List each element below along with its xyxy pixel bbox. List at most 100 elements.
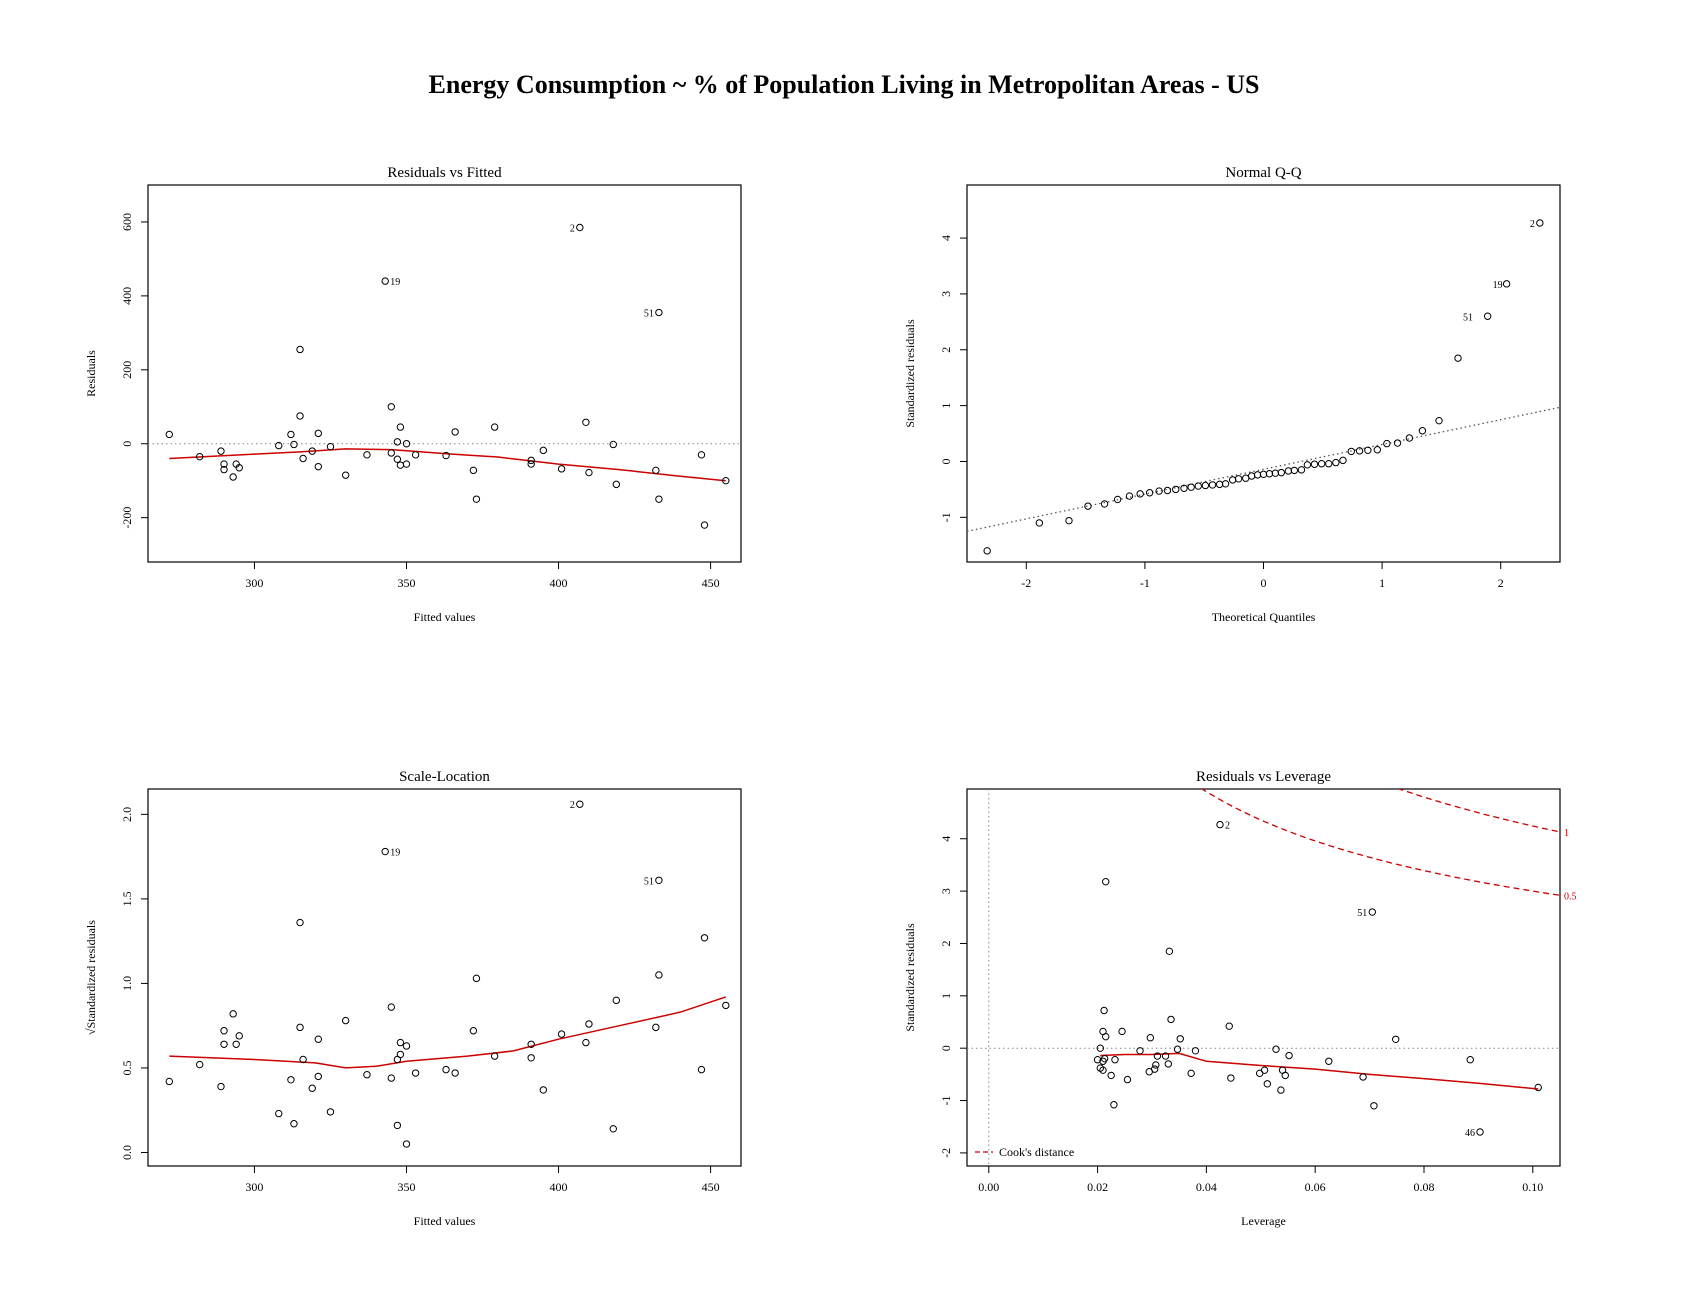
data-point <box>1355 447 1364 455</box>
y-tick-label: 4 <box>939 836 953 842</box>
data-point <box>326 1108 335 1116</box>
data-point <box>1172 485 1180 494</box>
data-point <box>229 1010 237 1018</box>
data-point <box>609 1125 617 1133</box>
x-tick-label: 2 <box>1498 576 1504 590</box>
data-point <box>582 1038 590 1047</box>
point-id-label: 19 <box>390 848 400 859</box>
data-point <box>1118 1027 1126 1036</box>
data-point <box>697 451 706 459</box>
x-axis-label: Theoretical Quantiles <box>1212 610 1316 624</box>
y-tick-label: 1 <box>939 403 953 409</box>
panel-title: Residuals vs Leverage <box>1196 769 1331 785</box>
data-point <box>1136 1047 1144 1055</box>
y-tick-label: 200 <box>120 361 134 379</box>
data-point <box>296 918 304 927</box>
main-title: Energy Consumption ~ % of Population Liv… <box>428 70 1260 99</box>
data-point <box>652 1023 660 1032</box>
data-point <box>308 447 316 455</box>
data-point <box>1285 1051 1293 1060</box>
data-point <box>1187 1069 1195 1078</box>
data-point <box>1111 1056 1119 1064</box>
point-id-label: 51 <box>644 876 654 887</box>
data-point <box>1418 427 1427 435</box>
data-point <box>612 480 621 489</box>
data-point <box>1303 461 1312 469</box>
data-point <box>195 452 204 461</box>
y-tick-label: 4 <box>939 235 953 241</box>
point-id-label: 19 <box>390 277 400 288</box>
data-point <box>539 446 548 455</box>
data-point <box>652 466 660 475</box>
data-point <box>1247 472 1256 480</box>
data-point <box>576 223 584 232</box>
data-point <box>1339 456 1347 465</box>
data-point <box>700 934 709 942</box>
data-point <box>402 1042 411 1050</box>
x-axis-label: Fitted values <box>414 610 476 624</box>
data-point <box>655 971 663 979</box>
data-point <box>396 1050 405 1059</box>
data-point <box>1107 1071 1115 1080</box>
data-point <box>220 1027 228 1035</box>
data-point <box>287 430 295 439</box>
data-point <box>314 1035 322 1043</box>
qq-reference-line <box>967 406 1560 532</box>
y-axis-label: √Standardized residuals <box>84 920 98 1035</box>
data-point <box>1435 416 1443 425</box>
data-point <box>1383 439 1391 448</box>
data-point <box>299 454 307 463</box>
y-tick-label: 0.0 <box>120 1145 134 1160</box>
data-point <box>490 1052 499 1060</box>
data-point <box>585 1020 593 1028</box>
x-tick-label: 400 <box>550 576 568 590</box>
plot-frame <box>147 788 742 1167</box>
data-point <box>1281 1071 1289 1080</box>
x-tick-label: 1 <box>1379 576 1385 590</box>
y-axis-label: Standardized residuals <box>903 923 917 1032</box>
data-point <box>1110 1101 1118 1109</box>
data-point <box>275 441 283 450</box>
y-tick-label: -200 <box>120 507 134 529</box>
data-point <box>396 1038 405 1047</box>
data-point <box>1393 439 1402 447</box>
data-point <box>1483 312 1492 320</box>
smooth-line <box>169 448 726 482</box>
data-point <box>612 996 621 1005</box>
point-id-label: 19 <box>1493 280 1503 291</box>
data-point <box>527 460 535 468</box>
point-id-label: 2 <box>570 800 575 811</box>
data-point <box>1368 908 1377 916</box>
data-point <box>1215 480 1224 489</box>
data-point <box>1228 476 1237 484</box>
data-point <box>472 974 481 983</box>
y-tick-label: 400 <box>120 287 134 305</box>
x-tick-label: 0.00 <box>978 1180 999 1194</box>
y-tick-label: 1.0 <box>120 976 134 991</box>
data-point <box>609 440 617 449</box>
data-point <box>217 1082 225 1091</box>
x-tick-label: 0.04 <box>1196 1180 1217 1194</box>
data-point <box>1370 1102 1378 1110</box>
data-point <box>1180 484 1188 492</box>
data-point <box>396 461 405 469</box>
data-point <box>290 1120 298 1128</box>
data-point <box>1325 1057 1333 1065</box>
legend-label: Cook's distance <box>999 1145 1074 1159</box>
data-point <box>275 1109 283 1118</box>
scale-location-panel: Scale-Location 300 350 400 450 0.0 0.5 1.0 1.5 2.… <box>84 769 742 1228</box>
data-point <box>1161 1052 1170 1060</box>
data-point <box>1201 481 1210 490</box>
data-point <box>585 468 593 477</box>
data-point <box>1536 219 1544 227</box>
data-point <box>1100 1006 1108 1015</box>
data-point <box>1084 502 1092 510</box>
data-point <box>1065 516 1073 525</box>
y-tick-label: 1 <box>939 993 953 999</box>
data-point <box>1102 1032 1110 1041</box>
data-point <box>165 430 173 439</box>
data-point <box>1155 487 1163 495</box>
y-axis-label: Residuals <box>84 350 98 397</box>
data-point <box>527 1040 535 1048</box>
